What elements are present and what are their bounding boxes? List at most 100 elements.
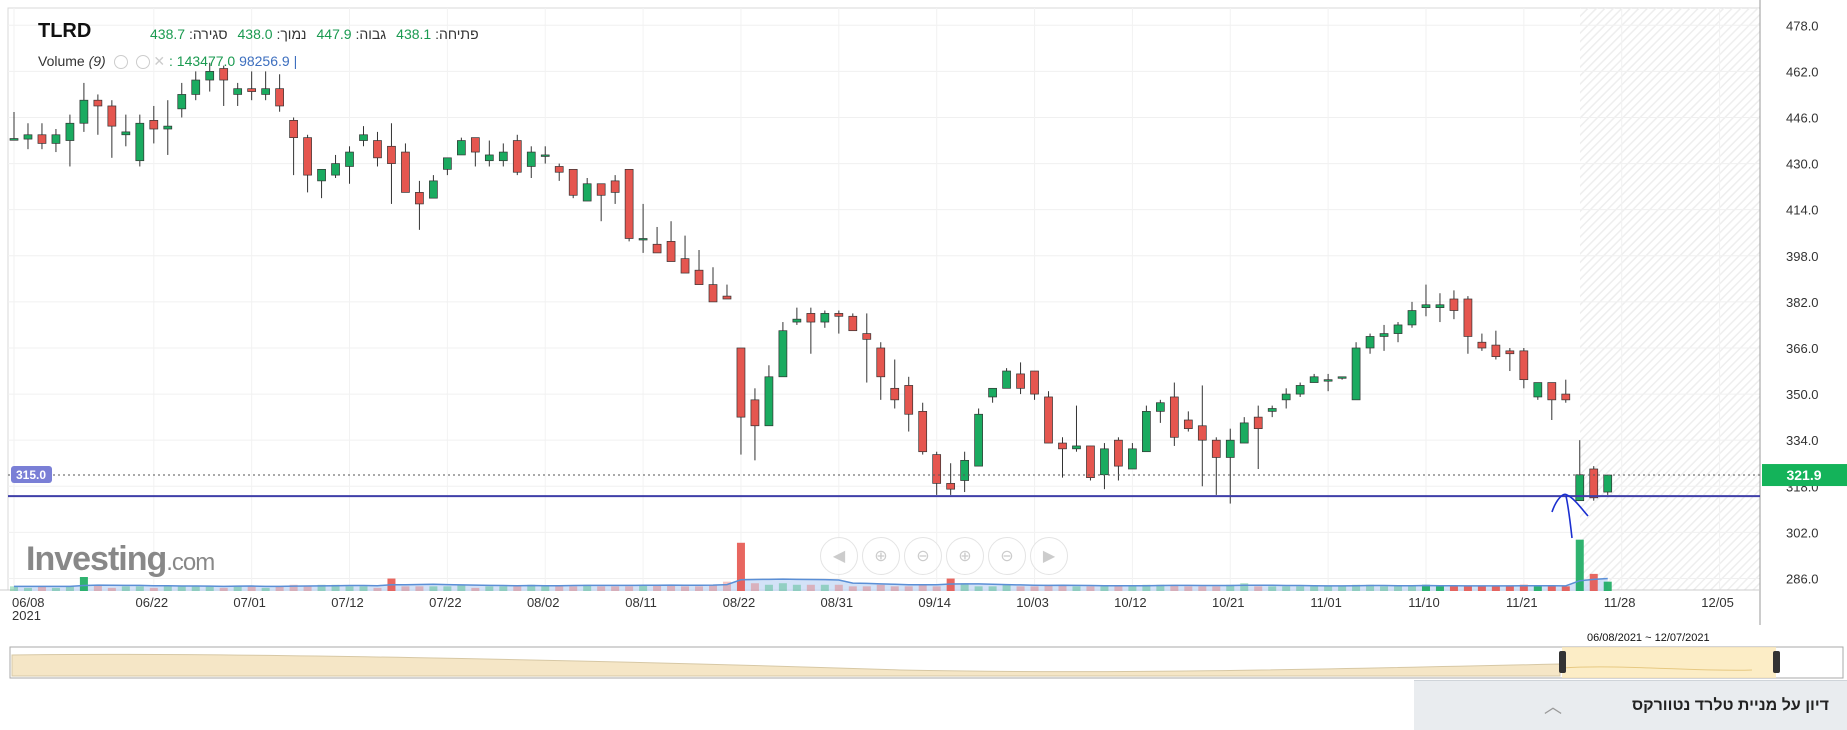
volume-bar <box>1030 586 1039 591</box>
y-tick-label: 350.0 <box>1786 387 1819 402</box>
candle-body <box>1002 370 1011 389</box>
candle-body <box>275 88 284 107</box>
volume-bar <box>135 586 144 591</box>
candle-body <box>443 157 452 170</box>
zoom-in-button[interactable]: ⊕ <box>862 537 900 575</box>
candle-body <box>1197 425 1207 441</box>
scroll-left-button[interactable]: ◀ <box>820 537 858 575</box>
gear-icon[interactable] <box>135 55 150 70</box>
candle-body <box>988 387 997 398</box>
candle-body <box>1547 382 1557 401</box>
candle-body <box>820 313 830 323</box>
candle-body <box>415 192 424 205</box>
candle-body <box>708 284 718 303</box>
ohlc-value: 438.1 <box>396 26 436 42</box>
candle-body <box>1281 393 1291 401</box>
discussion-panel[interactable]: דיון על מניית טלרד נטוורקס ︿ <box>1414 680 1847 730</box>
x-tick-label: 11/10 <box>1408 595 1440 610</box>
candle-body <box>121 131 131 136</box>
candle-body <box>484 154 494 162</box>
volume-bar <box>778 583 787 591</box>
volume-bar <box>1170 584 1179 591</box>
candle-body <box>904 385 914 415</box>
candle-body <box>680 258 690 274</box>
navigator-window <box>1562 647 1776 678</box>
candle-body <box>1086 445 1095 478</box>
navigator-range-label: 06/08/2021 ~ 12/07/2021 <box>1587 632 1710 644</box>
ohlc-value: 438.7 <box>150 26 189 42</box>
zoom-out-2-button[interactable]: ⊖ <box>988 537 1026 575</box>
close-icon[interactable]: ✕ <box>153 53 166 69</box>
volume-bar <box>51 587 60 591</box>
candle-body <box>512 140 522 173</box>
candle-body <box>862 333 872 340</box>
volume-bar <box>653 584 662 591</box>
level-badge-text: 315.0 <box>16 468 46 482</box>
volume-bar <box>429 586 438 591</box>
volume-bar <box>163 586 172 591</box>
volume-bar <box>1352 584 1361 591</box>
volume-bar <box>722 581 731 591</box>
candle-body <box>359 134 368 141</box>
volume-bar <box>65 586 74 591</box>
candle-body <box>638 238 648 241</box>
candle-body <box>876 347 886 378</box>
ohlc-value: 447.9 <box>316 26 356 42</box>
x-tick-label: 11/21 <box>1506 595 1538 610</box>
volume-bar <box>457 584 466 591</box>
eye-icon[interactable] <box>113 55 128 70</box>
candle-body <box>387 145 396 164</box>
candle-body <box>401 151 410 193</box>
y-tick-label: 382.0 <box>1786 295 1819 310</box>
zoom-in-2-button[interactable]: ⊕ <box>946 537 984 575</box>
candle-body <box>890 387 900 401</box>
candle-body <box>1156 402 1165 412</box>
x-tick-label: 08/22 <box>723 595 756 610</box>
volume-bar <box>1142 584 1151 591</box>
chevron-up-icon[interactable]: ︿ <box>1544 696 1562 717</box>
ohlc-item: גבוה: 447.9 <box>317 26 387 42</box>
volume-bar <box>1226 584 1235 591</box>
volume-bar <box>1324 586 1333 591</box>
logo-suffix: .com <box>166 549 215 576</box>
volume-bar <box>499 586 508 591</box>
volume-bar <box>932 586 941 591</box>
volume-bar <box>695 586 704 591</box>
candle-body <box>1323 379 1333 382</box>
candle-body <box>1169 396 1179 438</box>
volume-bar <box>93 584 102 591</box>
candle-body <box>946 483 956 490</box>
volume-bar <box>275 586 284 591</box>
candle-body <box>303 137 312 176</box>
candle-body <box>1225 439 1235 458</box>
navigator-window-line <box>1561 666 1753 671</box>
y-tick-label: 302.0 <box>1786 525 1819 540</box>
volume-separator: | <box>293 53 298 69</box>
volume-value: : 143477.0 <box>169 53 236 69</box>
x-tick-sublabel: 2021 <box>12 608 41 623</box>
candle-body <box>1044 396 1053 444</box>
candle-body <box>1365 336 1375 349</box>
y-tick-label: 286.0 <box>1786 571 1819 586</box>
volume-bar <box>667 584 676 591</box>
y-tick-label: 366.0 <box>1786 341 1819 356</box>
candle-body <box>1351 347 1361 401</box>
volume-bar <box>359 586 368 591</box>
volume-bar <box>1394 586 1403 591</box>
volume-bar <box>1296 586 1305 591</box>
chart-nav-buttons: ◀ ⊕ ⊖ ⊕ ⊖ ▶ <box>820 537 1068 575</box>
volume-ma-line <box>14 577 1608 588</box>
discussion-title: דיון על מניית טלרד נטוורקס <box>1631 696 1829 714</box>
candle-body <box>429 180 438 199</box>
candle-body <box>722 295 732 300</box>
zoom-out-button[interactable]: ⊖ <box>904 537 942 575</box>
volume-bar <box>513 586 522 591</box>
volume-bar <box>415 586 424 591</box>
candle-body <box>918 411 928 453</box>
volume-bar <box>1603 581 1612 591</box>
candle-body <box>1505 350 1515 355</box>
volume-bar <box>1505 586 1514 591</box>
candle-body <box>107 105 117 127</box>
scroll-right-button[interactable]: ▶ <box>1030 537 1068 575</box>
